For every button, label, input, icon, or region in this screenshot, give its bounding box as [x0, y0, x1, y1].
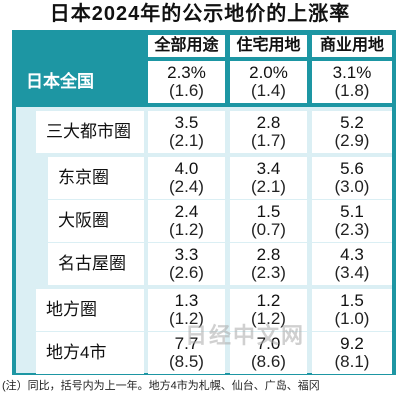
value-cell: 2.8 (1.7): [230, 111, 307, 153]
column-header-all-use: 全部用途: [148, 35, 225, 57]
row-label: 地方4市: [36, 332, 144, 374]
table-row-national: 日本全国 2.3% (1.6) 2.0% (1.4) 3.1% (1.8): [12, 61, 396, 103]
value-cell: 1.5 (1.0): [312, 289, 392, 331]
value-cell: 2.4 (1.2): [148, 200, 225, 242]
value-cell: 4.3 (3.4): [312, 243, 392, 285]
value-cell: 7.7 (8.5): [148, 332, 225, 374]
table-row: 名古屋圈 3.3 (2.6) 2.8 (2.3) 4.3 (3.4): [12, 243, 396, 285]
row-label: 日本全国: [16, 61, 144, 103]
value-cell: 3.3 (2.6): [148, 243, 225, 285]
row-label: 三大都市圈: [36, 111, 144, 153]
value-cell: 3.4 (2.1): [230, 157, 307, 199]
value-cell: 2.8 (2.3): [230, 243, 307, 285]
footnote: (注）同比，括号内为上一年。地方4市为札幌、仙台、广岛、福冈: [2, 380, 320, 392]
table-row: 地方圈 1.3 (1.2) 1.2 (1.2) 1.5 (1.0): [12, 289, 396, 331]
value-cell: 1.3 (1.2): [148, 289, 225, 331]
value-cell: 1.5 (0.7): [230, 200, 307, 242]
value-cell: 2.0% (1.4): [230, 61, 307, 103]
value-cell: 3.1% (1.8): [312, 61, 392, 103]
column-header-residential: 住宅用地: [230, 35, 307, 57]
column-header-commercial: 商业用地: [312, 35, 392, 57]
row-label: 大阪圈: [48, 200, 144, 242]
value-cell: 1.2 (1.2): [230, 289, 307, 331]
chart-title: 日本2024年的公示地价的上涨率: [49, 3, 351, 25]
value-cell: 7.0 (8.6): [230, 332, 307, 374]
price-table: 全部用途 住宅用地 商业用地 日本全国 2.3% (1.6) 2.0% (1.4) …: [12, 30, 396, 375]
value-cell: 5.1 (2.3): [312, 200, 392, 242]
row-label: 地方圈: [36, 289, 144, 331]
table-row: 大阪圈 2.4 (1.2) 1.5 (0.7) 5.1 (2.3): [12, 200, 396, 242]
table-row: 三大都市圈 3.5 (2.1) 2.8 (1.7) 5.2 (2.9): [12, 111, 396, 153]
row-label: 名古屋圈: [48, 243, 144, 285]
table-row: 地方4市 7.7 (8.5) 7.0 (8.6) 9.2 (8.1): [12, 332, 396, 374]
value-cell: 5.2 (2.9): [312, 111, 392, 153]
row-label: 东京圈: [48, 157, 144, 199]
value-cell: 9.2 (8.1): [312, 332, 392, 374]
value-cell: 4.0 (2.4): [148, 157, 225, 199]
value-cell: 3.5 (2.1): [148, 111, 225, 153]
value-cell: 2.3% (1.6): [148, 61, 225, 103]
table-row: 东京圈 4.0 (2.4) 3.4 (2.1) 5.6 (3.0): [12, 157, 396, 199]
value-cell: 5.6 (3.0): [312, 157, 392, 199]
